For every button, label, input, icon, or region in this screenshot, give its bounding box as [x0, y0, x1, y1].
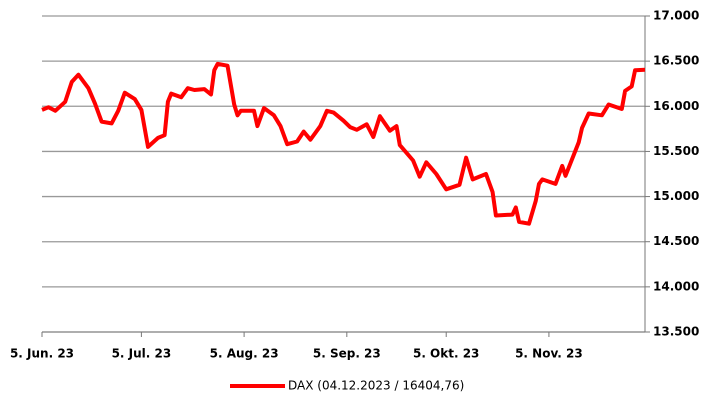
x-tick-label: 5. Nov. 23 [515, 347, 583, 361]
y-tick-label: 15.500 [653, 144, 699, 158]
legend-label: DAX (04.12.2023 / 16404,76) [288, 379, 464, 393]
y-tick-label: 15.000 [653, 189, 699, 203]
x-tick-label: 5. Jul. 23 [112, 347, 172, 361]
x-tick-label: 5. Jun. 23 [10, 347, 74, 361]
y-tick-label: 16.500 [653, 54, 699, 68]
x-tick-label: 5. Okt. 23 [413, 347, 479, 361]
y-tick-label: 17.000 [653, 9, 699, 23]
y-tick-label: 13.500 [653, 325, 699, 339]
line [41, 61, 646, 226]
y-tick-label: 14.000 [653, 279, 699, 293]
y-tick-label: 14.500 [653, 234, 699, 248]
x-tick-label: 5. Aug. 23 [210, 347, 279, 361]
y-tick-label: 16.000 [653, 99, 699, 113]
x-tick-label: 5. Sep. 23 [313, 347, 381, 361]
